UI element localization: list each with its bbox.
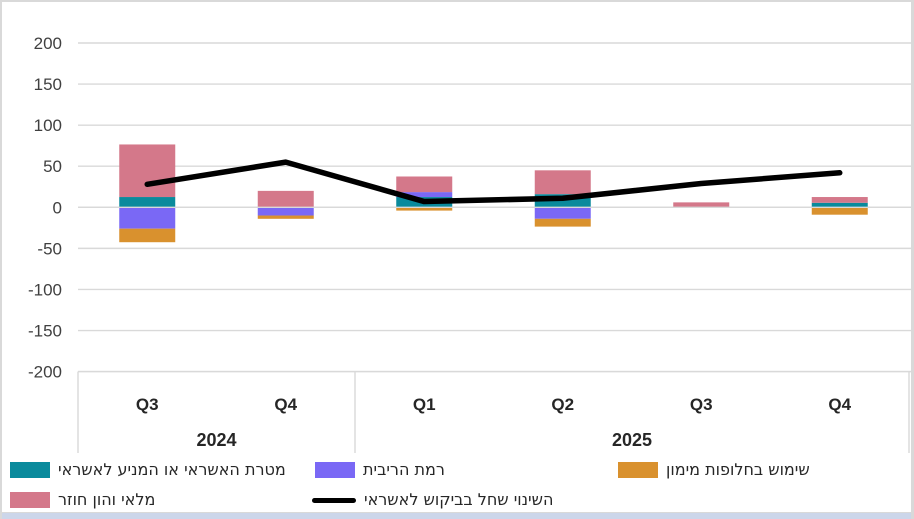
y-tick-label: 100 — [34, 116, 62, 135]
plot-area: 200 150 100 50 0 -50 -100 -150 -200 Q3 Q4 Q1 Q2 Q3 Q4 2… — [28, 34, 912, 453]
bar-segment — [119, 207, 176, 229]
bar-segment — [811, 197, 868, 203]
x-year-label: 2024 — [196, 430, 236, 450]
x-quarter-label: Q4 — [274, 395, 297, 414]
y-tick-label: 200 — [34, 34, 62, 53]
bar-segment — [119, 228, 176, 243]
y-tick-label: -150 — [28, 322, 62, 341]
bar-segment — [534, 170, 591, 195]
pink-swatch-icon — [10, 492, 50, 508]
legend-label: רמת הריבית — [363, 460, 445, 479]
x-quarter-label: Q4 — [828, 395, 851, 414]
frame-border-left — [0, 0, 2, 519]
x-quarter-label: Q2 — [551, 395, 574, 414]
bar-segment — [257, 207, 314, 216]
y-tick-label: -100 — [28, 280, 62, 299]
frame-border-right — [911, 0, 914, 519]
bar-segment — [811, 202, 868, 208]
bar-segment — [673, 202, 730, 208]
legend-label: מלאי והון חוזר — [58, 490, 156, 509]
y-tick-label: -200 — [28, 363, 62, 382]
bar-segment — [396, 176, 453, 193]
bottom-accent-strip — [0, 512, 914, 519]
y-tick-label: 150 — [34, 75, 62, 94]
y-tick-label: 0 — [53, 198, 62, 217]
black-line-swatch-icon — [312, 497, 356, 503]
x-quarter-label: Q3 — [690, 395, 713, 414]
x-year-label: 2025 — [612, 430, 652, 450]
demand-change-line — [144, 159, 843, 205]
orange-swatch-icon — [618, 462, 658, 478]
bar-segment — [119, 197, 176, 208]
legend-item-interest-level: רמת הריבית — [315, 461, 445, 479]
bar-segment — [396, 192, 453, 198]
x-quarter-label: Q3 — [136, 395, 159, 414]
legend-label: מטרת האשראי או המניע לאשראי — [58, 460, 286, 479]
purple-swatch-icon — [315, 462, 355, 478]
bar-segment — [534, 218, 591, 227]
legend-label: השינוי שחל בביקוש לאשראי — [364, 490, 554, 509]
legend-label: שימוש בחלופות מימון — [666, 460, 810, 479]
legend-item-inventory-working-capital: מלאי והון חוזר — [10, 491, 155, 509]
bar-segment — [257, 215, 314, 219]
teal-swatch-icon — [10, 462, 50, 478]
bar-segment — [811, 207, 868, 215]
bar-segment — [396, 207, 453, 211]
y-tick-label: 50 — [43, 157, 62, 176]
bar-segment — [534, 207, 591, 219]
legend-item-credit-purpose: מטרת האשראי או המניע לאשראי — [10, 461, 286, 479]
bar-segment — [119, 144, 176, 198]
legend-item-credit-demand-change: השינוי שחל בביקוש לאשראי — [312, 491, 553, 509]
y-tick-label: -50 — [37, 239, 62, 258]
x-quarter-label: Q1 — [413, 395, 436, 414]
legend-item-financing-alternatives: שימוש בחלופות מימון — [618, 461, 810, 479]
frame-border-top — [0, 0, 914, 2]
bar-segment — [257, 190, 314, 208]
